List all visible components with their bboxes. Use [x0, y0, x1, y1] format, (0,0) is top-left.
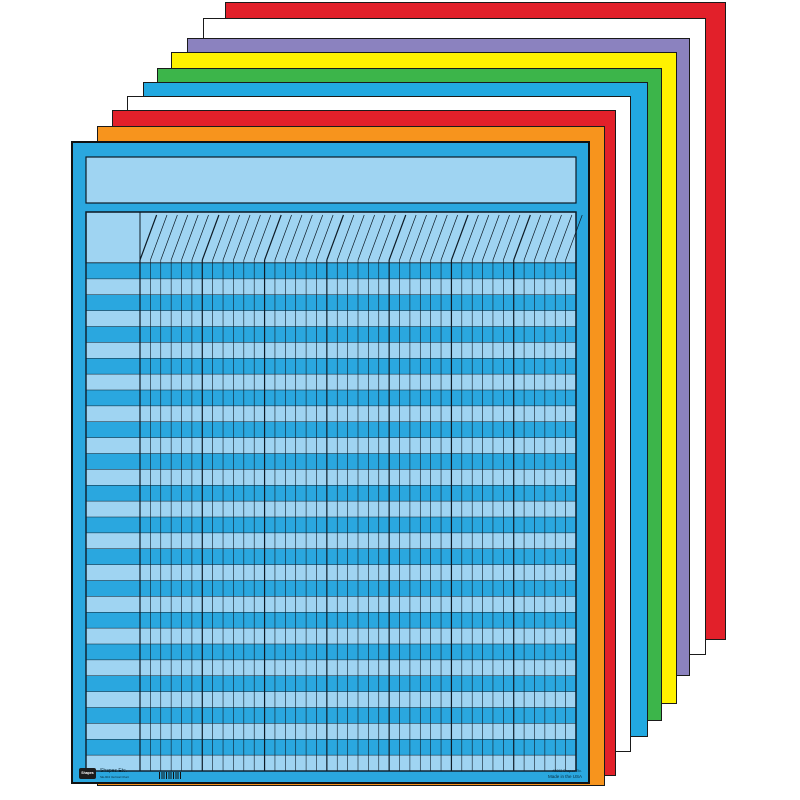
chart-row	[86, 644, 576, 660]
slanted-header-line	[274, 214, 292, 261]
chart-row	[86, 564, 576, 581]
slanted-header-line	[513, 214, 531, 261]
slanted-header-line	[461, 214, 479, 261]
slanted-header-line	[160, 214, 178, 261]
slanted-header-line	[170, 214, 189, 261]
chart-row	[86, 517, 576, 533]
slanted-header-line	[253, 214, 272, 261]
chart-row	[86, 612, 576, 629]
chart-row	[86, 548, 576, 565]
slanted-header-line	[264, 214, 282, 261]
slanted-header-line	[565, 214, 583, 261]
made-in-usa-text: Made in the USA	[547, 773, 582, 779]
brand-name: Shapes Etc.	[100, 768, 127, 774]
slanted-header-line	[243, 214, 261, 261]
slanted-header-line	[285, 214, 303, 261]
slanted-header-line	[181, 214, 199, 261]
slanted-header-line	[150, 214, 168, 261]
chart-row	[86, 596, 576, 613]
chart-row	[86, 326, 576, 343]
slanted-header-line	[534, 214, 552, 261]
slanted-header-line	[326, 214, 345, 261]
slanted-header-line	[336, 214, 355, 261]
chart-row	[86, 390, 576, 406]
chart-row	[86, 453, 576, 470]
slanted-header-line	[492, 214, 510, 261]
chart-row	[86, 485, 576, 502]
copyright-text: #2002 Shapes Etc.	[552, 768, 582, 773]
slanted-header-line	[305, 214, 324, 261]
slanted-header-line	[295, 214, 313, 261]
slanted-header-line	[201, 214, 220, 261]
chart-row	[86, 469, 576, 486]
slanted-header-line	[440, 214, 458, 261]
slanted-header-line	[482, 214, 500, 261]
chart-row	[86, 659, 576, 676]
chart-row	[86, 278, 576, 295]
chart-row	[86, 739, 576, 756]
chart-row	[86, 263, 576, 279]
chart-row	[86, 723, 576, 740]
chart-row	[86, 501, 576, 517]
slanted-header-line	[419, 214, 438, 261]
chart-row	[86, 755, 576, 771]
chart-grid	[85, 156, 583, 772]
slanted-header-line	[544, 214, 562, 261]
slanted-header-line	[347, 214, 365, 261]
slanted-header-line	[222, 214, 240, 261]
chart-row	[86, 421, 576, 438]
slanted-header-line	[554, 214, 573, 261]
chart-row	[86, 532, 576, 549]
chart-row	[86, 374, 576, 390]
slanted-header-line	[409, 214, 427, 261]
slanted-header-line	[191, 214, 209, 261]
chart-row	[86, 628, 576, 644]
slanted-header-line	[212, 214, 230, 261]
chart-row	[86, 405, 576, 422]
chart-row	[86, 294, 576, 311]
slanted-header-line	[503, 214, 521, 261]
slanted-header-line	[139, 214, 158, 261]
slanted-header-line	[430, 214, 448, 261]
chart-row	[86, 342, 576, 359]
slanted-header-line	[316, 214, 334, 261]
slanted-header-line	[523, 214, 542, 261]
barcode	[159, 772, 181, 779]
slanted-header-line	[450, 214, 469, 261]
chart-row	[86, 580, 576, 597]
chart-row	[86, 358, 576, 375]
grid-border	[85, 211, 577, 772]
small-print: SE-904 Vertical Chart	[100, 775, 129, 779]
slanted-header-line	[233, 214, 251, 261]
chart-title-box	[85, 156, 577, 204]
slanted-header-line	[368, 214, 386, 261]
slanted-header-line	[357, 214, 375, 261]
slanted-header-line	[471, 214, 490, 261]
chart-row	[86, 675, 576, 692]
front-incentive-chart: Shapes Shapes Etc. SE-904 Vertical Chart…	[71, 141, 590, 784]
shapes-etc-logo: Shapes	[79, 768, 96, 779]
chart-row	[86, 707, 576, 724]
chart-row	[86, 310, 576, 327]
chart-row	[86, 691, 576, 708]
chart-row	[86, 437, 576, 454]
slanted-header-line	[378, 214, 396, 261]
slanted-header-line	[399, 214, 417, 261]
slanted-header-line	[388, 214, 407, 261]
